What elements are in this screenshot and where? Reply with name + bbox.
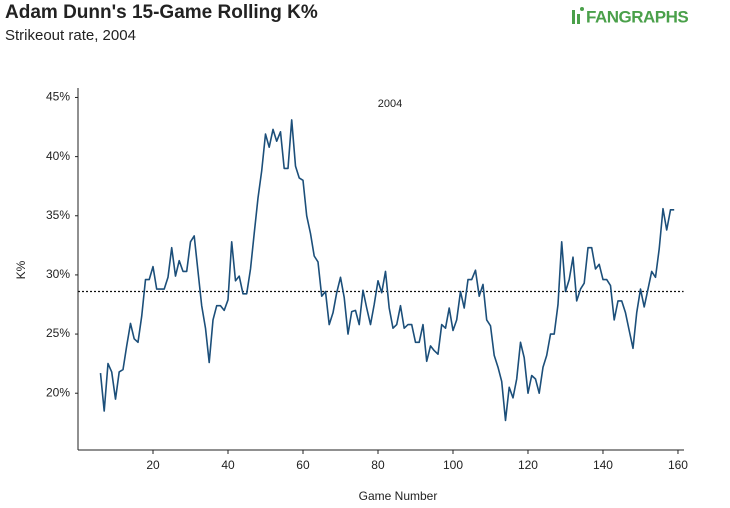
y-tick-label: 20% [46,385,70,399]
x-tick-label: 20 [146,458,160,472]
x-tick-label: 160 [668,458,688,472]
y-tick-label: 30% [46,267,70,281]
x-tick-label: 120 [518,458,538,472]
x-tick-label: 80 [371,458,385,472]
x-tick-label: 100 [443,458,463,472]
annotation: 2004 [378,98,402,110]
chart-title: Adam Dunn's 15-Game Rolling K% [5,2,318,23]
y-axis-label: K% [14,260,28,279]
data-line [99,119,675,422]
y-tick-label: 25% [46,326,70,340]
x-tick-label: 60 [296,458,310,472]
y-tick-label: 35% [46,208,70,222]
chart-subtitle: Strikeout rate, 2004 [5,27,136,44]
logo: FANGRAPHS [586,7,688,26]
logo-icon [572,7,584,24]
x-axis-label: Game Number [359,489,438,503]
y-tick-label: 45% [46,90,70,104]
x-tick-label: 140 [593,458,613,472]
y-tick-label: 40% [46,149,70,163]
x-tick-label: 40 [221,458,235,472]
